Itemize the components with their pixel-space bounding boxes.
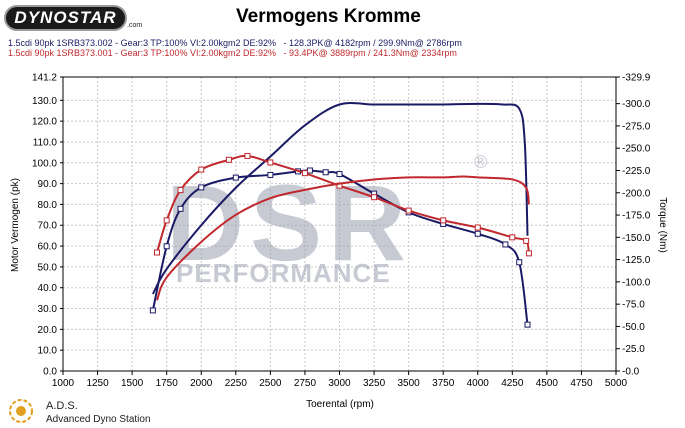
series-point-1 — [502, 241, 509, 248]
footer-line1: A.D.S. — [46, 400, 78, 412]
series-point-1 — [232, 174, 239, 181]
x-tick-label: 3750 — [432, 378, 455, 389]
x-tick-label: 1250 — [86, 378, 109, 389]
x-tick-label: 4750 — [570, 378, 593, 389]
watermark-sub: PERFORMANCE — [176, 258, 391, 288]
y-axis-label: Motor Vermogen (pk) — [10, 178, 21, 272]
series-point-1 — [524, 321, 531, 328]
y2-tick-label: -329.9 — [622, 73, 651, 84]
series-point-3 — [405, 207, 412, 214]
series-point-3 — [523, 237, 530, 244]
chart-axes: 0.0 10.0 20.0 30.0 40.0 50.0 60.0 70.0 80.0 90.0 1… — [32, 73, 651, 390]
dsr-watermark: DSR PERFORMANCE ® — [166, 152, 487, 288]
y-tick-label: 10.0 — [38, 346, 58, 357]
logo-text: DYNOSTAR — [14, 8, 117, 27]
y2-tick-label: -100.0 — [622, 277, 651, 288]
y2-tick-label: -200.0 — [622, 188, 651, 199]
series-point-1 — [322, 169, 329, 176]
series-point-3 — [474, 224, 481, 231]
x-tick-label: 5000 — [605, 378, 628, 389]
chart-series — [149, 101, 532, 328]
watermark-reg: ® — [474, 152, 487, 172]
series-point-3 — [509, 234, 516, 241]
series-line-3 — [156, 154, 530, 254]
x-tick-label: 4500 — [536, 378, 559, 389]
series-point-3 — [244, 152, 251, 159]
x-tick-label: 1000 — [52, 378, 75, 389]
series-point-3 — [225, 156, 232, 163]
y-tick-label: 80.0 — [38, 200, 58, 211]
x-tick-label: 3000 — [328, 378, 351, 389]
y2-tick-label: -275.0 — [622, 121, 651, 132]
ads-logo-icon — [9, 399, 33, 423]
y2-tick-label: -250.0 — [622, 144, 651, 155]
y2-tick-label: -75.0 — [622, 300, 645, 311]
y-tick-label: 40.0 — [38, 283, 58, 294]
x-tick-label: 2750 — [294, 378, 317, 389]
run-legend-2: 1.5cdi 90pk 1SRB373.001 - Gear:3 TP:100%… — [8, 48, 457, 58]
x-tick-label: 3250 — [363, 378, 386, 389]
x-tick-label: 1750 — [156, 378, 179, 389]
series-line-2 — [151, 101, 529, 295]
series-point-1 — [306, 167, 313, 174]
series-point-3 — [301, 170, 308, 177]
y2-tick-label: -125.0 — [622, 255, 651, 266]
x-tick-label: 2500 — [259, 378, 282, 389]
y-tick-label: 20.0 — [38, 325, 58, 336]
series-point-3 — [371, 194, 378, 201]
y-tick-label: 90.0 — [38, 179, 58, 190]
y-tick-label: 30.0 — [38, 304, 58, 315]
y-tick-label: 141.2 — [32, 73, 57, 84]
series-point-3 — [440, 217, 447, 224]
y2-axis-label: Torque (Nm) — [657, 197, 668, 253]
y-tick-label: 70.0 — [38, 221, 58, 232]
y2-tick-label: -50.0 — [622, 322, 645, 333]
logo-suffix: .com — [127, 22, 143, 29]
x-tick-label: 1500 — [121, 378, 144, 389]
series-point-1 — [177, 205, 184, 212]
y2-tick-label: -0.0 — [622, 367, 640, 378]
y2-tick-label: -25.0 — [622, 344, 645, 355]
y-tick-label: 130.0 — [32, 96, 57, 107]
y2-tick-label: -225.0 — [622, 166, 651, 177]
y2-tick-label: -175.0 — [622, 211, 651, 222]
footer-line2: Advanced Dyno Station — [46, 414, 151, 425]
x-tick-label: 3500 — [398, 378, 421, 389]
series-point-1 — [149, 307, 156, 314]
x-axis-label: Toerental (rpm) — [306, 399, 374, 410]
series-point-1 — [516, 259, 523, 266]
y-tick-label: 100.0 — [32, 158, 57, 169]
plot-frame — [62, 76, 617, 372]
chart-title: Vermogens Kromme — [236, 6, 421, 27]
series-point-1 — [198, 184, 205, 191]
series-point-1 — [267, 171, 274, 178]
dynostar-logo: DYNOSTAR — [4, 5, 127, 31]
y-tick-label: 60.0 — [38, 242, 58, 253]
series-point-1 — [474, 230, 481, 237]
series-line-4 — [156, 175, 530, 301]
series-point-3 — [267, 159, 274, 166]
x-tick-label: 4000 — [467, 378, 490, 389]
series-point-3 — [163, 217, 170, 224]
watermark-main: DSR — [166, 162, 412, 283]
y-tick-label: 0.0 — [43, 367, 57, 378]
series-point-3 — [177, 187, 184, 194]
series-point-3 — [525, 250, 532, 257]
x-tick-label: 2250 — [225, 378, 248, 389]
run-legend-1: 1.5cdi 90pk 1SRB373.002 - Gear:3 TP:100%… — [8, 38, 462, 48]
y-tick-label: 110.0 — [33, 137, 58, 148]
series-point-1 — [163, 243, 170, 250]
y2-tick-label: -150.0 — [622, 233, 651, 244]
series-point-1 — [336, 171, 343, 178]
series-point-3 — [198, 166, 205, 173]
y-tick-label: 50.0 — [38, 262, 58, 273]
y-tick-label: 120.0 — [32, 117, 57, 128]
x-tick-label: 2000 — [190, 378, 213, 389]
series-point-3 — [154, 249, 161, 256]
x-tick-label: 4250 — [501, 378, 524, 389]
y2-tick-label: -300.0 — [622, 99, 651, 110]
